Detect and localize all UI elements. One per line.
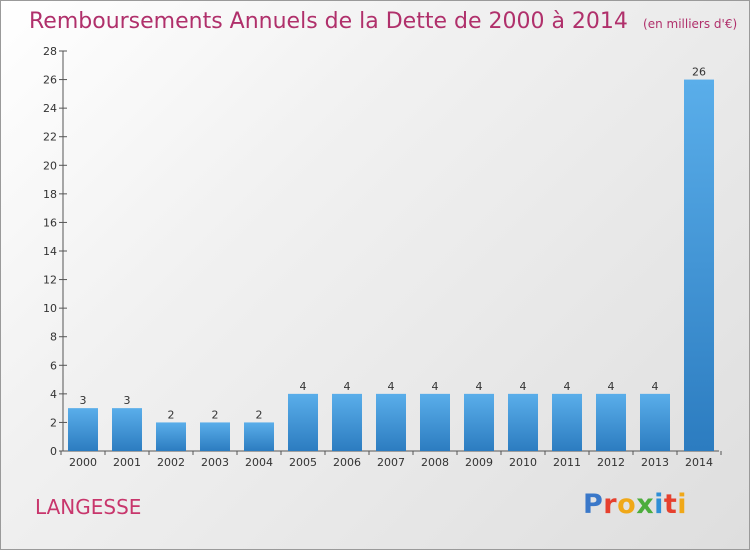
data-label: 3	[80, 394, 87, 407]
bar-2002	[156, 422, 186, 451]
y-tick-label: 14	[43, 245, 57, 258]
data-label: 4	[608, 380, 615, 393]
data-label: 4	[432, 380, 439, 393]
bar-2005	[288, 393, 318, 451]
data-label: 4	[388, 380, 395, 393]
logo-letter: r	[603, 489, 618, 520]
logo-letter: o	[617, 489, 637, 520]
x-tick-label: 2014	[685, 456, 713, 469]
y-tick-label: 0	[50, 445, 57, 458]
data-label: 4	[476, 380, 483, 393]
bar-2013	[640, 393, 670, 451]
y-tick-label: 20	[43, 159, 57, 172]
bar-2000	[68, 408, 98, 451]
bar-2010	[508, 393, 538, 451]
x-tick-label: 2004	[245, 456, 273, 469]
bar-2004	[244, 422, 274, 451]
logo-letter: i	[654, 489, 664, 520]
logo-letter: i	[677, 489, 688, 520]
data-label: 4	[520, 380, 527, 393]
data-label: 2	[212, 408, 219, 421]
x-tick-label: 2009	[465, 456, 493, 469]
logo-letter: t	[663, 489, 678, 520]
data-label: 2	[256, 408, 263, 421]
data-label: 3	[124, 394, 131, 407]
x-tick-label: 2003	[201, 456, 229, 469]
bar-2001	[112, 408, 142, 451]
logo-letter: P	[583, 489, 604, 520]
data-label: 2	[168, 408, 175, 421]
bar-2003	[200, 422, 230, 451]
x-tick-label: 2006	[333, 456, 361, 469]
bar-2009	[464, 393, 494, 451]
data-label: 4	[344, 380, 351, 393]
y-tick-label: 16	[43, 216, 57, 229]
chart-title: Remboursements Annuels de la Dette de 20…	[29, 9, 628, 34]
data-label: 26	[692, 66, 706, 79]
y-tick-label: 18	[43, 188, 57, 201]
data-label: 4	[300, 380, 307, 393]
y-tick-label: 22	[43, 131, 57, 144]
x-tick-label: 2000	[69, 456, 97, 469]
y-tick-label: 24	[43, 102, 57, 115]
bar-2011	[552, 393, 582, 451]
chart-labels: 2000 3 2001 3 2002 2 2003 2 2004 2 2005 4 2006 4 2007 4…	[69, 66, 713, 469]
x-tick-label: 2001	[113, 456, 141, 469]
y-tick-label: 6	[50, 359, 57, 372]
bar-2012	[596, 393, 626, 451]
chart-unit: (en milliers d'€)	[643, 17, 738, 31]
data-label: 4	[652, 380, 659, 393]
bar-2008	[420, 393, 450, 451]
y-tick-label: 26	[43, 74, 57, 87]
x-tick-label: 2005	[289, 456, 317, 469]
proxiti-logo: Proxiti	[583, 489, 687, 520]
y-tick-label: 4	[50, 388, 57, 401]
chart-title-row: Remboursements Annuels de la Dette de 20…	[29, 9, 737, 34]
y-tick-label: 12	[43, 274, 57, 287]
x-tick-label: 2008	[421, 456, 449, 469]
bar-2014	[684, 79, 714, 452]
y-tick-label: 2	[50, 416, 57, 429]
x-tick-label: 2013	[641, 456, 669, 469]
y-tick-label: 8	[50, 331, 57, 344]
y-tick-label: 28	[43, 45, 57, 58]
logo-letter: x	[636, 489, 655, 520]
x-tick-label: 2002	[157, 456, 185, 469]
data-label: 4	[564, 380, 571, 393]
commune-name: LANGESSE	[35, 495, 142, 519]
bar-2007	[376, 393, 406, 451]
chart-bars	[68, 79, 714, 452]
y-tick-label: 10	[43, 302, 57, 315]
x-tick-label: 2012	[597, 456, 625, 469]
x-tick-label: 2011	[553, 456, 581, 469]
bar-2006	[332, 393, 362, 451]
x-tick-label: 2007	[377, 456, 405, 469]
x-tick-label: 2010	[509, 456, 537, 469]
